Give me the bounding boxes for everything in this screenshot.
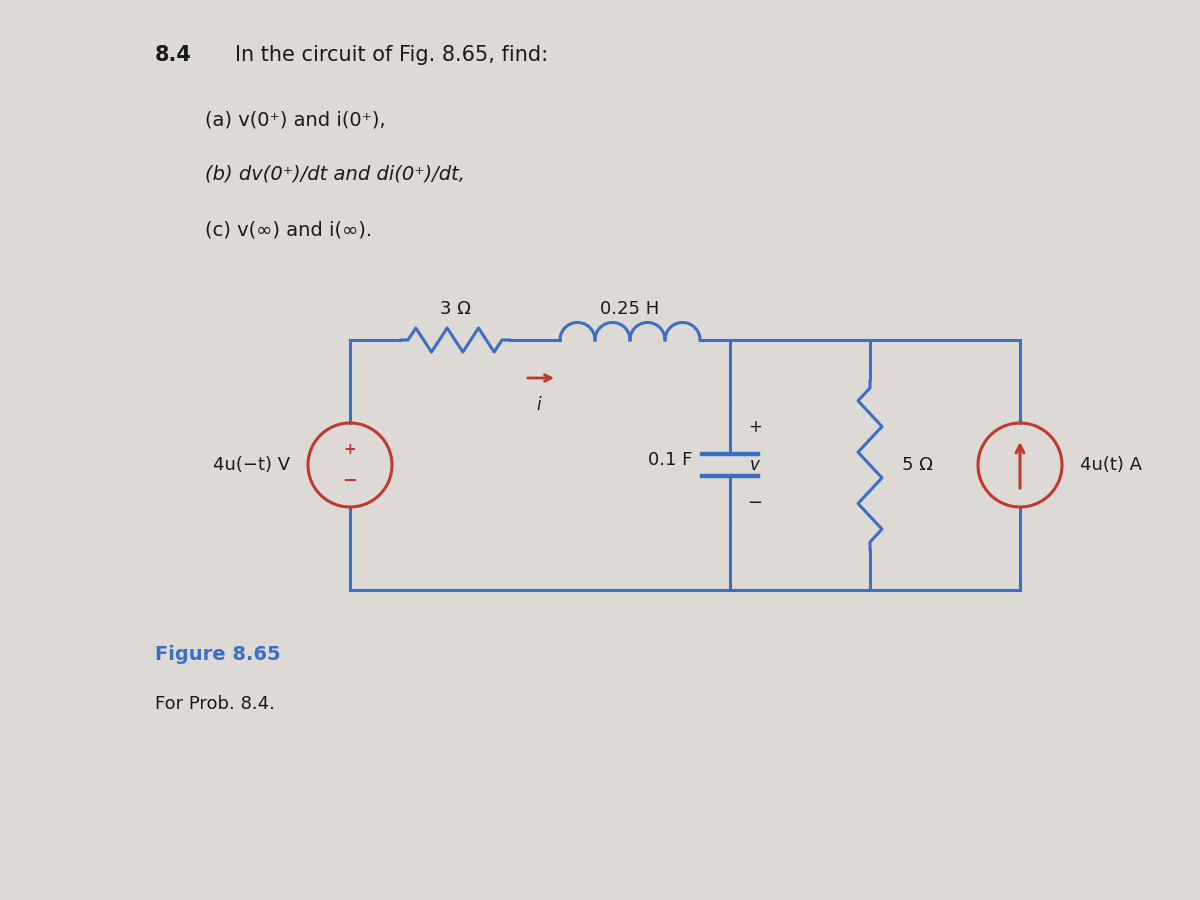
- Text: +: +: [343, 442, 356, 456]
- Text: 4u(−t) V: 4u(−t) V: [212, 456, 290, 474]
- Text: i: i: [536, 396, 541, 414]
- Text: +: +: [748, 418, 762, 436]
- Text: 3 Ω: 3 Ω: [439, 300, 470, 318]
- Text: 8.4: 8.4: [155, 45, 192, 65]
- Text: 0.25 H: 0.25 H: [600, 300, 660, 318]
- Text: 0.1 F: 0.1 F: [648, 451, 692, 469]
- Text: (b) dv(0⁺)/dt and di(0⁺)/dt,: (b) dv(0⁺)/dt and di(0⁺)/dt,: [205, 165, 466, 184]
- Text: v: v: [750, 456, 760, 474]
- Text: Figure 8.65: Figure 8.65: [155, 645, 281, 664]
- Text: −: −: [342, 472, 358, 490]
- Text: 4u(t) A: 4u(t) A: [1080, 456, 1142, 474]
- Text: (c) v(∞) and i(∞).: (c) v(∞) and i(∞).: [205, 220, 372, 239]
- Text: −: −: [748, 494, 762, 512]
- Text: In the circuit of Fig. 8.65, find:: In the circuit of Fig. 8.65, find:: [235, 45, 548, 65]
- Text: 5 Ω: 5 Ω: [902, 456, 932, 474]
- Text: For Prob. 8.4.: For Prob. 8.4.: [155, 695, 275, 713]
- Text: (a) v(0⁺) and i(0⁺),: (a) v(0⁺) and i(0⁺),: [205, 110, 385, 129]
